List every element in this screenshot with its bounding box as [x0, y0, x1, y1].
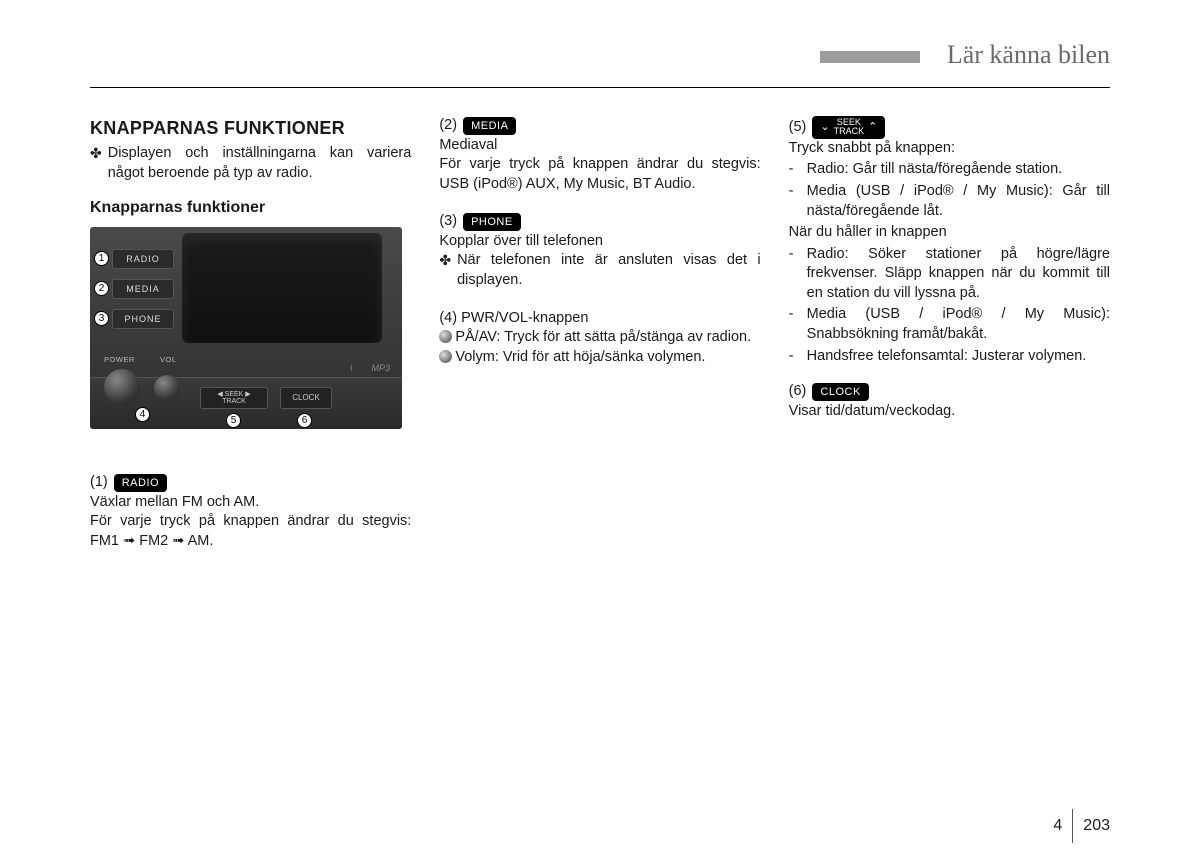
- list-item: -Handsfree telefonsamtal: Justerar volym…: [789, 347, 1110, 367]
- item-6-num: (6): [789, 382, 807, 402]
- callout-2: 2: [94, 281, 109, 296]
- item-3-note-text: När telefonen inte är ansluten visas det…: [457, 251, 761, 290]
- chevron-up-icon: ⌃: [868, 122, 877, 134]
- callout-3: 3: [94, 311, 109, 326]
- short-press-list: -Radio: Går till nästa/föregående statio…: [789, 160, 1110, 221]
- seek-track-pill: ⌄ SEEK TRACK ⌃: [812, 116, 885, 139]
- power-knob: [104, 369, 140, 405]
- column-3: (5) ⌄ SEEK TRACK ⌃ Tryck snabbt på knapp…: [789, 116, 1110, 551]
- page-title: KNAPPARNAS FUNKTIONER: [90, 116, 411, 140]
- track-label: TRACK: [222, 398, 246, 405]
- clock-pill: CLOCK: [812, 383, 868, 401]
- item-4-header: (4) PWR/VOL-knappen: [439, 309, 760, 329]
- item-4-bullet1: PÅ/AV: Tryck för att sätta på/stänga av …: [439, 328, 760, 348]
- page-header: Lär känna bilen: [90, 40, 1110, 88]
- item-6-header: (6) CLOCK: [789, 382, 1110, 402]
- radio-unit-illustration: RADIO MEDIA PHONE 1 2 3 POWER VOL 4 ◀ SE…: [90, 227, 402, 429]
- vol-label: VOL: [160, 355, 177, 365]
- page-number: 203: [1083, 817, 1110, 835]
- manual-page: Lär känna bilen KNAPPARNAS FUNKTIONER ✤ …: [90, 40, 1110, 821]
- radio-button-label: MEDIA: [126, 283, 160, 295]
- callout-6: 6: [297, 413, 312, 428]
- callout-4: 4: [135, 407, 150, 422]
- content-columns: KNAPPARNAS FUNKTIONER ✤ Displayen och in…: [90, 116, 1110, 551]
- intro-note: ✤ Displayen och inställningarna kan vari…: [90, 144, 411, 183]
- callout-5: 5: [226, 413, 241, 428]
- chevron-down-icon: ⌄: [820, 122, 829, 134]
- list-text: Radio: Går till nästa/föregående station…: [807, 160, 1063, 180]
- item-4-b1-text: PÅ/AV: Tryck för att sätta på/stänga av …: [455, 329, 751, 345]
- knob-icon: [439, 350, 452, 363]
- seek-label: SEEK: [225, 391, 244, 398]
- footer-separator: [1072, 809, 1073, 843]
- radio-button-media: MEDIA: [112, 279, 174, 299]
- item-2-num: (2): [439, 116, 457, 136]
- radio-pill: RADIO: [114, 474, 167, 492]
- item-3-note: ✤ När telefonen inte är ansluten visas d…: [439, 251, 760, 290]
- radio-screen: [182, 233, 382, 343]
- column-1: KNAPPARNAS FUNKTIONER ✤ Displayen och in…: [90, 116, 411, 551]
- item-3-line1: Kopplar över till telefonen: [439, 232, 760, 252]
- item-2-line1: Mediaval: [439, 136, 760, 156]
- page-footer: 4 203: [1053, 809, 1110, 843]
- column-2: (2) MEDIA Mediaval För varje tryck på kn…: [439, 116, 760, 551]
- list-item: -Radio: Söker stationer på högre/lägre f…: [789, 245, 1110, 304]
- item-1-line2: För varje tryck på knappen ändrar du ste…: [90, 512, 411, 551]
- phone-pill: PHONE: [463, 213, 521, 231]
- list-item: -Media (USB / iPod® / My Music): Går til…: [789, 182, 1110, 221]
- press-short-label: Tryck snabbt på knappen:: [789, 139, 1110, 159]
- press-hold-label: När du håller in knappen: [789, 223, 1110, 243]
- item-2-line2: För varje tryck på knappen ändrar du ste…: [439, 155, 760, 194]
- seek-track-button: ◀ SEEK ▶ TRACK: [200, 387, 268, 409]
- intro-note-text: Displayen och inställningarna kan varier…: [108, 144, 412, 183]
- item-2-header: (2) MEDIA: [439, 116, 760, 136]
- list-text: Media (USB / iPod® / My Music): Snabbsök…: [807, 305, 1110, 344]
- radio-button-label: RADIO: [126, 253, 160, 265]
- media-pill: MEDIA: [463, 117, 516, 135]
- list-text: Media (USB / iPod® / My Music): Går till…: [807, 182, 1110, 221]
- track-text: TRACK: [834, 127, 865, 136]
- power-label: POWER: [104, 355, 135, 365]
- vol-knob: [154, 375, 180, 401]
- radio-button-phone: PHONE: [112, 309, 174, 329]
- item-5-header: (5) ⌄ SEEK TRACK ⌃: [789, 116, 1110, 139]
- clock-label: CLOCK: [292, 393, 320, 404]
- item-1-num: (1): [90, 473, 108, 493]
- list-item: -Media (USB / iPod® / My Music): Snabbsö…: [789, 305, 1110, 344]
- list-text: Radio: Söker stationer på högre/lägre fr…: [807, 245, 1110, 304]
- item-4-b2-text: Volym: Vrid för att höja/sänka volymen.: [455, 349, 705, 365]
- bluetooth-icon: ᚼ: [349, 362, 354, 374]
- item-5-num: (5): [789, 118, 807, 138]
- item-3-num: (3): [439, 212, 457, 232]
- maltese-icon: ✤: [90, 144, 102, 183]
- maltese-icon: ✤: [439, 251, 451, 290]
- knob-icon: [439, 330, 452, 343]
- item-6-line1: Visar tid/datum/veckodag.: [789, 402, 1110, 422]
- list-text: Handsfree telefonsamtal: Justerar volyme…: [807, 347, 1087, 367]
- callout-1: 1: [94, 251, 109, 266]
- header-accent-bar: [820, 51, 920, 63]
- hold-press-list: -Radio: Söker stationer på högre/lägre f…: [789, 245, 1110, 366]
- header-rule: [90, 87, 1110, 88]
- section-title: Lär känna bilen: [947, 40, 1110, 70]
- clock-button: CLOCK: [280, 387, 332, 409]
- chapter-number: 4: [1053, 817, 1062, 835]
- item-3-header: (3) PHONE: [439, 212, 760, 232]
- mp3-label: MP3: [371, 362, 390, 374]
- radio-button-label: PHONE: [124, 313, 161, 325]
- radio-button-radio: RADIO: [112, 249, 174, 269]
- item-1-header: (1) RADIO: [90, 473, 411, 493]
- item-4-bullet2: Volym: Vrid för att höja/sänka volymen.: [439, 348, 760, 368]
- list-item: -Radio: Går till nästa/föregående statio…: [789, 160, 1110, 180]
- item-1-line1: Växlar mellan FM och AM.: [90, 493, 411, 513]
- subheading: Knapparnas funktioner: [90, 197, 411, 219]
